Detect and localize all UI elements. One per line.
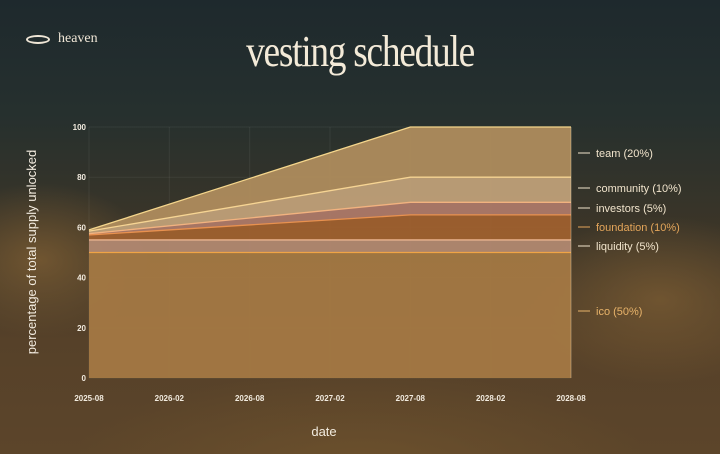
x-tick-label: 2027-02 bbox=[315, 394, 345, 403]
chart-title: vesting schedule bbox=[246, 27, 475, 76]
y-tick-label: 100 bbox=[73, 123, 87, 132]
y-axis-label: percentage of total supply unlocked bbox=[24, 150, 39, 355]
line-investors bbox=[88, 201, 571, 235]
line-team bbox=[88, 126, 571, 231]
line-foundation bbox=[88, 214, 571, 236]
x-tick-label: 2025-08 bbox=[74, 394, 104, 403]
y-tick-label: 60 bbox=[77, 223, 86, 232]
x-axis-label: date bbox=[311, 424, 336, 439]
x-tick-label: 2028-08 bbox=[556, 394, 586, 403]
legend-label: investors (5%) bbox=[596, 203, 666, 215]
x-tick-label: 2026-08 bbox=[235, 394, 265, 403]
legend-label: community (10%) bbox=[596, 183, 682, 195]
y-tick-label: 0 bbox=[82, 374, 87, 383]
brand-name: heaven bbox=[58, 31, 98, 46]
area-liquidity bbox=[89, 239, 571, 253]
legend-label: liquidity (5%) bbox=[596, 241, 659, 253]
x-tick-label: 2028-02 bbox=[476, 394, 506, 403]
area-foundation bbox=[89, 214, 571, 240]
line-community bbox=[88, 176, 571, 232]
y-tick-label: 40 bbox=[77, 274, 86, 283]
x-tick-label: 2026-02 bbox=[155, 394, 185, 403]
halo-icon bbox=[26, 34, 50, 44]
area-ico bbox=[89, 252, 571, 378]
legend-label: team (20%) bbox=[596, 148, 653, 160]
area-team bbox=[89, 127, 571, 232]
y-tick-label: 20 bbox=[77, 324, 86, 333]
legend-label: ico (50%) bbox=[596, 306, 642, 318]
legend-label: foundation (10%) bbox=[596, 222, 680, 234]
area-community bbox=[89, 177, 571, 234]
y-tick-label: 80 bbox=[77, 173, 86, 182]
brand-logo: heaven bbox=[26, 31, 98, 47]
x-tick-label: 2027-08 bbox=[396, 394, 426, 403]
